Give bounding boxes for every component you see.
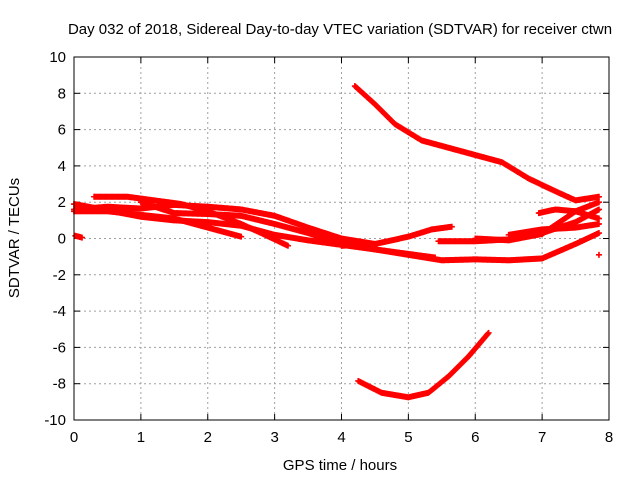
data-series <box>72 232 86 241</box>
data-point <box>595 206 602 213</box>
x-tick-label: 2 <box>204 429 212 446</box>
data-series <box>71 208 245 240</box>
data-point <box>595 220 602 227</box>
y-tick-label: 0 <box>58 231 66 248</box>
y-tick-label: -2 <box>53 267 66 284</box>
axis-ticks: 0 1 2 3 4 5 6 7 8 10 8 6 4 2 0 -2 -4 -6 -8 -10 <box>44 49 613 446</box>
data-series <box>535 206 602 222</box>
data-series <box>338 223 455 249</box>
y-tick-label: 4 <box>58 158 66 175</box>
y-tick-label: 10 <box>49 49 66 66</box>
y-tick-label: -8 <box>53 376 66 393</box>
data-point <box>448 223 455 230</box>
chart-title: Day 032 of 2018, Sidereal Day-to-day VTE… <box>68 21 612 38</box>
data-point <box>595 199 602 206</box>
data-point <box>595 230 602 237</box>
y-tick-label: -4 <box>53 303 66 320</box>
y-tick-label: 8 <box>58 85 66 102</box>
data-point <box>595 251 602 258</box>
data-series <box>355 329 492 401</box>
x-tick-label: 1 <box>137 429 145 446</box>
plot-frame <box>73 56 610 421</box>
y-tick-label: 2 <box>58 194 66 211</box>
y-tick-label: -10 <box>44 412 66 429</box>
y-tick-label: 6 <box>58 122 66 139</box>
y-axis-label: SDTVAR / TECUs <box>6 178 23 298</box>
data-series <box>351 83 602 204</box>
y-tick-label: -6 <box>53 339 66 356</box>
x-axis-label: GPS time / hours <box>283 457 397 474</box>
data-point <box>285 242 291 249</box>
data-point <box>595 193 602 200</box>
x-tick-label: 4 <box>337 429 345 446</box>
data-series <box>472 199 602 244</box>
data-point <box>595 215 602 222</box>
x-tick-label: 8 <box>605 429 613 446</box>
x-tick-label: 6 <box>471 429 479 446</box>
data-point <box>238 233 245 240</box>
x-tick-label: 0 <box>70 429 78 446</box>
x-tick-label: 5 <box>404 429 412 446</box>
data-series <box>595 251 602 258</box>
data-point <box>485 329 492 336</box>
data-point <box>79 234 86 241</box>
x-tick-label: 7 <box>538 429 546 446</box>
data-points <box>71 83 602 401</box>
x-tick-label: 3 <box>270 429 278 446</box>
